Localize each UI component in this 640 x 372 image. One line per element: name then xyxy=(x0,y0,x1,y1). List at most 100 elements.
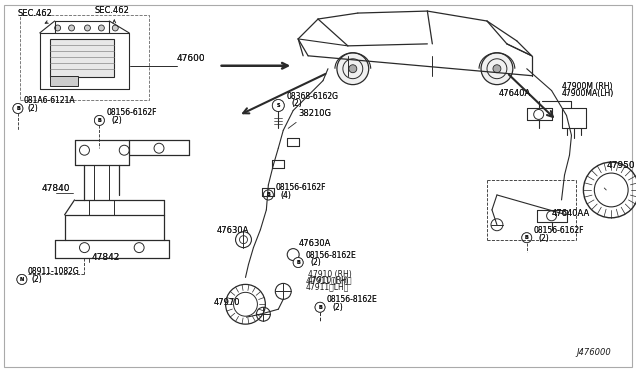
Circle shape xyxy=(95,115,104,125)
Text: 081A6-6121A: 081A6-6121A xyxy=(24,96,76,106)
Text: (2): (2) xyxy=(539,234,549,243)
Text: 08368-6162G: 08368-6162G xyxy=(286,92,338,100)
Circle shape xyxy=(17,275,27,284)
Text: 08911-1082G: 08911-1082G xyxy=(28,267,79,276)
Text: SEC.462: SEC.462 xyxy=(18,9,52,18)
Text: 08156-6162F: 08156-6162F xyxy=(275,183,326,192)
Text: (2): (2) xyxy=(291,99,302,109)
Circle shape xyxy=(17,275,27,284)
Text: (2): (2) xyxy=(111,116,122,125)
Bar xyxy=(50,39,115,77)
Text: B: B xyxy=(296,260,300,265)
Circle shape xyxy=(95,115,104,125)
Text: 47900MA(LH): 47900MA(LH) xyxy=(561,89,614,97)
Bar xyxy=(50,76,77,86)
Text: SEC.462: SEC.462 xyxy=(95,6,129,15)
Text: 08156-6162F: 08156-6162F xyxy=(106,108,157,118)
Text: (2): (2) xyxy=(28,105,38,113)
Circle shape xyxy=(522,233,532,243)
Text: (4): (4) xyxy=(280,191,291,200)
Circle shape xyxy=(13,103,23,113)
Circle shape xyxy=(522,233,532,243)
Text: B: B xyxy=(97,118,101,123)
Text: S: S xyxy=(276,103,280,108)
Text: J476000: J476000 xyxy=(577,348,611,357)
Text: B: B xyxy=(266,192,270,198)
Text: B: B xyxy=(318,305,322,310)
Text: 08156-6162F: 08156-6162F xyxy=(106,108,157,118)
Circle shape xyxy=(68,25,74,31)
Text: 081A6-6121A: 081A6-6121A xyxy=(24,96,76,106)
Text: 47970: 47970 xyxy=(214,298,240,307)
Text: 47600: 47600 xyxy=(177,54,205,63)
Circle shape xyxy=(493,65,501,73)
Circle shape xyxy=(337,53,369,84)
Text: (2): (2) xyxy=(310,259,321,267)
Text: 08156-8162E: 08156-8162E xyxy=(327,295,378,304)
Text: 47640A: 47640A xyxy=(499,89,531,97)
Text: (4): (4) xyxy=(280,191,291,200)
Text: 08156-8162E: 08156-8162E xyxy=(305,251,356,260)
Text: 47900M (RH): 47900M (RH) xyxy=(561,81,612,91)
Text: N: N xyxy=(20,277,24,282)
Text: 47842: 47842 xyxy=(92,253,120,262)
Text: SEC.462: SEC.462 xyxy=(95,6,129,15)
Text: 08911-1082G: 08911-1082G xyxy=(28,267,79,276)
Text: 08156-6162F: 08156-6162F xyxy=(534,226,584,235)
Circle shape xyxy=(481,53,513,84)
Text: 08156-6162F: 08156-6162F xyxy=(534,226,584,235)
Text: 47970: 47970 xyxy=(214,298,240,307)
Circle shape xyxy=(264,190,273,200)
Circle shape xyxy=(99,25,104,31)
Text: (2): (2) xyxy=(28,105,38,113)
Text: 47950: 47950 xyxy=(606,161,635,170)
Circle shape xyxy=(13,103,23,113)
Text: 47911「LH」: 47911「LH」 xyxy=(306,282,349,291)
Text: 47840: 47840 xyxy=(42,184,70,193)
Text: (2): (2) xyxy=(111,116,122,125)
Text: 38210G: 38210G xyxy=(298,109,331,118)
Text: (2): (2) xyxy=(332,303,342,312)
Circle shape xyxy=(349,65,356,73)
Text: 47630A: 47630A xyxy=(298,238,330,248)
Text: 47900M (RH): 47900M (RH) xyxy=(561,81,612,91)
Text: (2): (2) xyxy=(310,259,321,267)
Text: 38210G: 38210G xyxy=(298,109,331,118)
Circle shape xyxy=(293,257,303,267)
Text: B: B xyxy=(16,106,20,111)
Text: 47911 (LH): 47911 (LH) xyxy=(306,278,349,286)
Text: 08368-6162G: 08368-6162G xyxy=(286,92,338,100)
Text: 47842: 47842 xyxy=(92,253,120,262)
Text: (2): (2) xyxy=(32,275,42,284)
Text: (2): (2) xyxy=(332,303,342,312)
Text: B: B xyxy=(266,192,270,198)
Text: 47640AA: 47640AA xyxy=(552,209,590,218)
Circle shape xyxy=(293,257,303,267)
Text: B: B xyxy=(525,235,529,240)
Text: 47900MA(LH): 47900MA(LH) xyxy=(561,89,614,97)
Text: N: N xyxy=(20,277,24,282)
Text: 47910 (RH): 47910 (RH) xyxy=(308,270,352,279)
Text: 47840: 47840 xyxy=(42,184,70,193)
Text: 47630A: 47630A xyxy=(217,226,249,235)
Circle shape xyxy=(264,190,273,200)
Text: B: B xyxy=(318,305,322,310)
Text: (2): (2) xyxy=(291,99,302,109)
Circle shape xyxy=(272,100,284,112)
Bar xyxy=(20,15,149,100)
Text: 47600: 47600 xyxy=(177,54,205,63)
Circle shape xyxy=(54,25,61,31)
Circle shape xyxy=(315,302,325,312)
Circle shape xyxy=(112,25,118,31)
Text: B: B xyxy=(296,260,300,265)
Text: 47630A: 47630A xyxy=(298,238,330,248)
Text: (2): (2) xyxy=(539,234,549,243)
Text: (2): (2) xyxy=(32,275,42,284)
Text: 47630A: 47630A xyxy=(217,226,249,235)
Text: 47640A: 47640A xyxy=(499,89,531,97)
Circle shape xyxy=(84,25,90,31)
Text: 08156-8162E: 08156-8162E xyxy=(327,295,378,304)
Circle shape xyxy=(315,302,325,312)
Circle shape xyxy=(272,100,284,112)
Text: B: B xyxy=(16,106,20,111)
